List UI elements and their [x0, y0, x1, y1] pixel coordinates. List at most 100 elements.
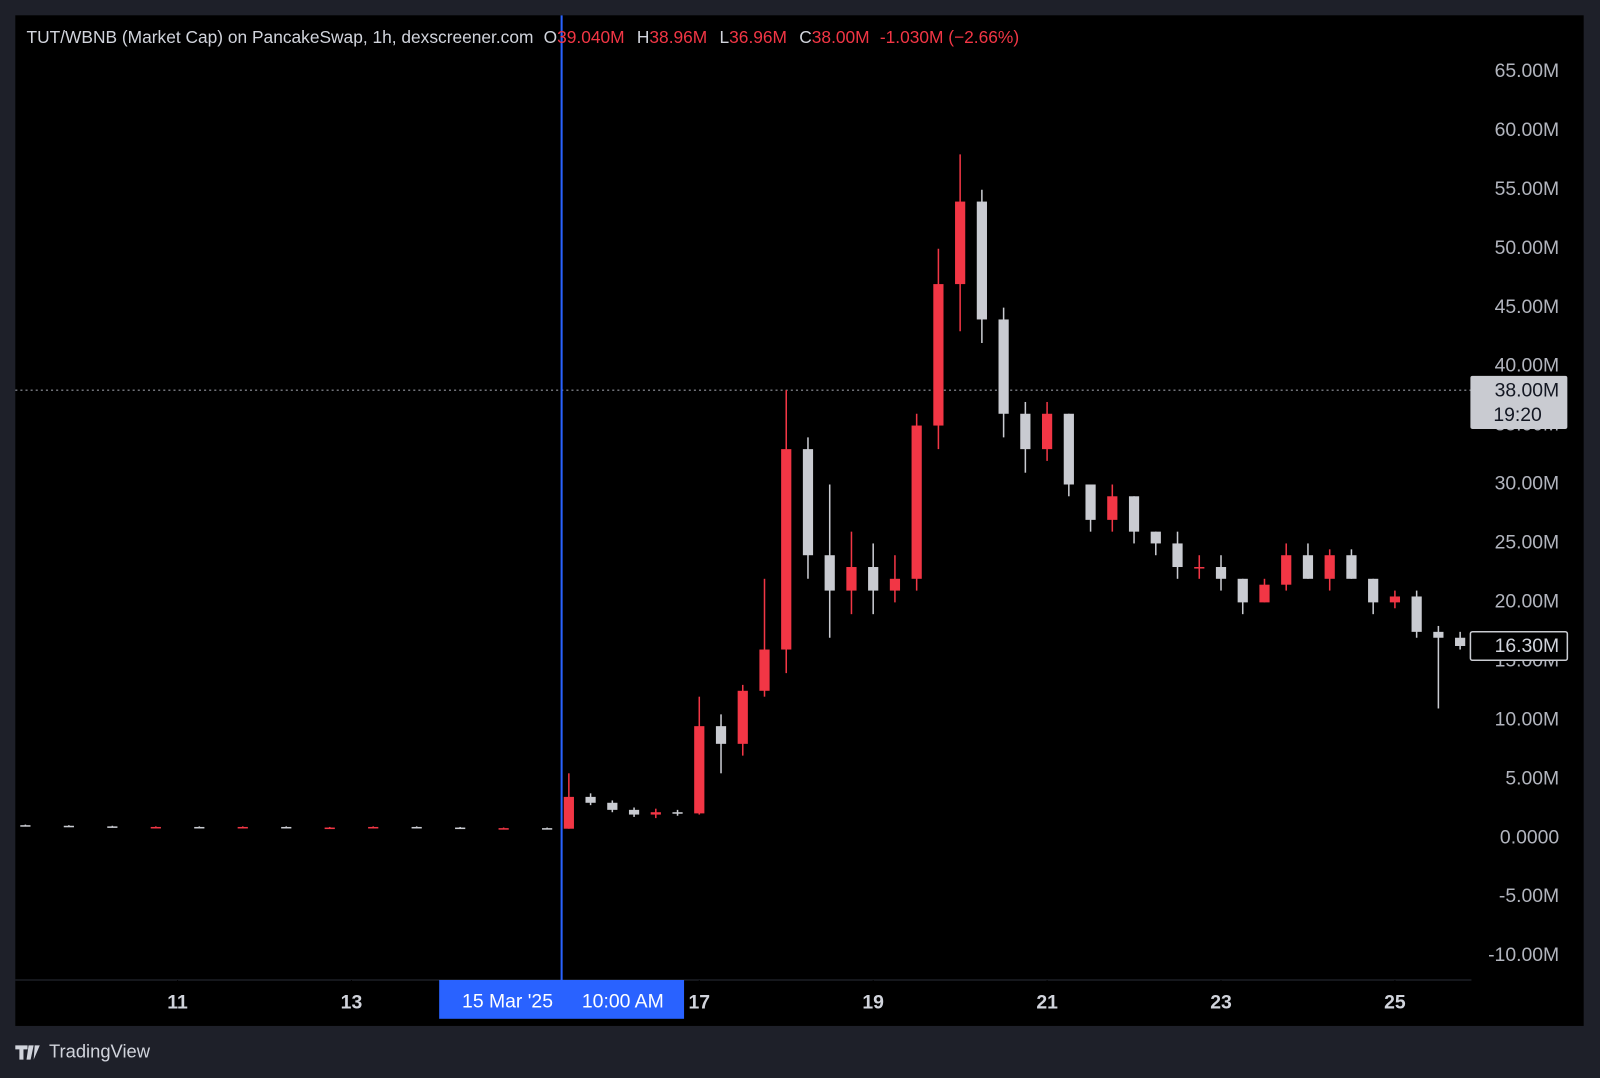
- candle-body: [868, 567, 879, 591]
- y-tick-label: 55.00M: [1495, 178, 1560, 200]
- y-tick-label: 25.00M: [1495, 532, 1560, 554]
- y-tick-label: -10.00M: [1488, 944, 1559, 966]
- candle-body: [824, 555, 835, 591]
- legend-value: 36.96M: [729, 26, 787, 46]
- candle-body: [498, 828, 509, 830]
- y-tick-label: 60.00M: [1495, 119, 1560, 141]
- candle-body: [976, 201, 987, 320]
- legend-key: H: [637, 26, 650, 46]
- x-tick-label: 21: [1036, 992, 1058, 1014]
- y-tick-label: 45.00M: [1495, 296, 1560, 318]
- candle-body: [846, 567, 857, 591]
- candle-body: [802, 449, 814, 556]
- candle-body: [324, 827, 335, 830]
- candle-body: [411, 826, 422, 829]
- candle-body: [1281, 555, 1292, 585]
- candle-body: [650, 812, 661, 815]
- candle-body: [933, 284, 944, 426]
- candle-body: [1128, 496, 1140, 532]
- last-price: 16.30M: [1495, 635, 1560, 657]
- candle-body: [368, 826, 379, 829]
- candle-body: [1215, 567, 1227, 579]
- x-tick-label: 17: [689, 992, 711, 1014]
- candle-body: [563, 796, 574, 829]
- candle-body: [694, 726, 705, 814]
- candle-body: [759, 649, 770, 691]
- candle-body: [889, 578, 901, 591]
- candle-body: [955, 201, 966, 285]
- brand-name: TradingView: [49, 1040, 151, 1061]
- legend-value: 38.96M: [649, 26, 707, 46]
- marks: 65.00M60.00M55.00M50.00M45.00M40.00M35.0…: [15, 15, 1569, 1019]
- candle-body: [150, 826, 161, 829]
- y-tick-label: 0.0000: [1500, 826, 1559, 848]
- candle-body: [1237, 578, 1248, 603]
- y-tick-label: 10.00M: [1495, 708, 1560, 730]
- candle-body: [911, 425, 922, 579]
- x-tick-label: 11: [167, 992, 188, 1014]
- candle-body: [1368, 578, 1379, 603]
- candle-body: [1389, 596, 1401, 603]
- legend-key: L: [720, 26, 730, 46]
- candle-body: [1107, 496, 1118, 520]
- candle-body: [998, 319, 1009, 414]
- countdown: 19:20: [1493, 404, 1542, 426]
- candle-body: [1455, 637, 1466, 646]
- candle-body: [107, 826, 118, 828]
- candle-body: [1259, 584, 1270, 603]
- candle-body: [63, 825, 74, 828]
- candle-body: [1302, 555, 1314, 579]
- candle-body: [715, 726, 727, 744]
- candle-body: [1063, 413, 1074, 485]
- legend: O39.040M H38.96M L36.96M C38.00M -1.030M (−2…: [544, 26, 1019, 46]
- candle-body: [1085, 484, 1096, 520]
- y-tick-label: 20.00M: [1495, 591, 1560, 613]
- candle-body: [1020, 413, 1031, 450]
- candle-body: [607, 802, 618, 810]
- y-tick-label: 30.00M: [1495, 473, 1560, 495]
- y-tick-label: 40.00M: [1495, 355, 1560, 377]
- candle-body: [455, 827, 466, 830]
- change: -1.030M (−2.66%): [880, 26, 1019, 46]
- candle-body: [237, 826, 248, 829]
- title: TUT/WBNB (Market Cap) on PancakeSwap, 1h…: [27, 26, 534, 46]
- y-tick-label: 65.00M: [1495, 60, 1560, 82]
- candle-body: [672, 812, 683, 814]
- legend-key: C: [799, 26, 812, 46]
- y-tick-label: -5.00M: [1499, 885, 1559, 907]
- candle-body: [585, 796, 596, 803]
- legend-value: 38.00M: [812, 26, 870, 46]
- y-tick-label: 50.00M: [1495, 237, 1560, 259]
- candle-body: [281, 826, 292, 829]
- chart-title: TUT/WBNB (Market Cap) on PancakeSwap, 1h…: [27, 26, 1020, 46]
- brand-logo: [15, 1045, 40, 1060]
- candle-body: [737, 690, 748, 744]
- crosshair-x-box: [439, 980, 685, 1019]
- candle-body: [1150, 531, 1161, 544]
- crosshair-price-box: [1470, 375, 1568, 429]
- candle-body: [1411, 596, 1422, 632]
- y-tick-label: 5.00M: [1505, 767, 1559, 789]
- candle-body: [542, 828, 553, 830]
- last-price-box: [1469, 630, 1569, 662]
- plot-area: [15, 15, 1584, 1026]
- candle-body: [1324, 555, 1335, 579]
- x-tick-label: 13: [341, 992, 363, 1014]
- candle-body: [1172, 543, 1183, 568]
- brand: TradingView: [15, 1040, 151, 1061]
- legend-value: 39.040M: [557, 26, 624, 46]
- candle-body: [1194, 567, 1205, 569]
- candle-body: [20, 825, 31, 827]
- crosshair-price: 38.00M: [1495, 379, 1560, 401]
- legend-key: O: [544, 26, 557, 46]
- candle-body: [1346, 555, 1357, 579]
- x-tick-label: 23: [1210, 992, 1232, 1014]
- candle-body: [781, 449, 792, 650]
- crosshair-date: 15 Mar '25: [462, 991, 553, 1013]
- crosshair-time: 10:00 AM: [582, 991, 664, 1013]
- candle-body: [1041, 413, 1053, 450]
- candle-body: [194, 826, 205, 829]
- x-tick-label: 19: [862, 992, 884, 1014]
- candle-body: [628, 809, 640, 815]
